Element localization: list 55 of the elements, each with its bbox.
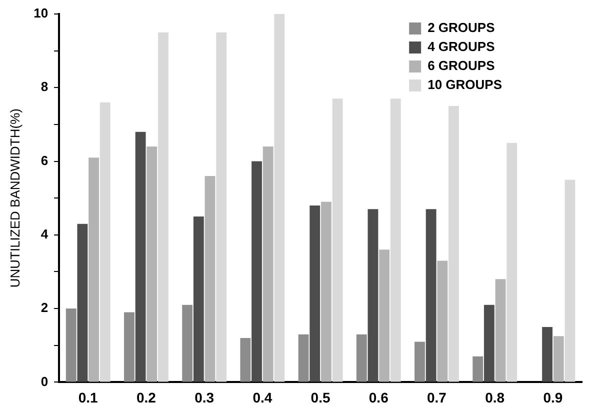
bar (437, 260, 448, 382)
bar (390, 98, 401, 382)
bar (553, 336, 564, 382)
bar (368, 209, 378, 382)
x-tick-label: 0.1 (78, 389, 98, 406)
x-tick-label: 0.3 (194, 389, 214, 406)
bar (252, 161, 262, 382)
y-tick-label: 2 (40, 300, 48, 316)
bar (356, 334, 367, 382)
bar (135, 132, 146, 382)
bar (182, 304, 193, 382)
y-tick-label: 0 (40, 374, 48, 389)
bar (320, 202, 332, 382)
legend-label: 6 GROUPS (428, 58, 496, 74)
bar (379, 250, 390, 382)
y-tick-label: 4 (40, 226, 49, 242)
bar (193, 216, 204, 382)
y-axis-title: UNUTILIZED BANDWIDTH(%) (7, 108, 22, 288)
bar (158, 32, 168, 382)
bar (274, 14, 285, 382)
y-tick-label: 6 (40, 152, 48, 168)
bar (495, 279, 506, 382)
bar (124, 312, 134, 382)
bar (77, 224, 88, 382)
bar (204, 176, 216, 382)
x-tick-label: 0.5 (310, 389, 330, 406)
y-tick-label: 8 (40, 79, 48, 94)
x-tick-label: 0.9 (543, 389, 563, 406)
bar (88, 158, 99, 382)
bar (240, 338, 251, 382)
bar (66, 308, 76, 382)
bar (506, 142, 518, 382)
x-tick-label: 0.4 (252, 389, 272, 406)
bar (426, 209, 436, 382)
legend-label: 4 GROUPS (428, 39, 496, 54)
y-tick-label: 10 (34, 6, 48, 21)
bar (448, 106, 459, 382)
bar (100, 102, 110, 382)
x-tick-label: 0.6 (368, 389, 389, 406)
bar (484, 304, 494, 382)
bar (472, 356, 484, 382)
x-tick-label: 0.7 (427, 389, 447, 406)
legend-label: 10 GROUPS (428, 77, 502, 92)
bar (216, 32, 227, 382)
x-tick-label: 0.2 (136, 389, 156, 406)
legend-label: 2 GROUPS (428, 20, 496, 36)
bar (542, 326, 552, 382)
bar (414, 342, 425, 382)
bar (146, 146, 158, 382)
bar (310, 205, 320, 382)
bar (262, 146, 274, 382)
bar (564, 180, 576, 382)
bar (298, 334, 309, 382)
bar (332, 98, 343, 382)
x-tick-label: 0.8 (485, 389, 505, 406)
